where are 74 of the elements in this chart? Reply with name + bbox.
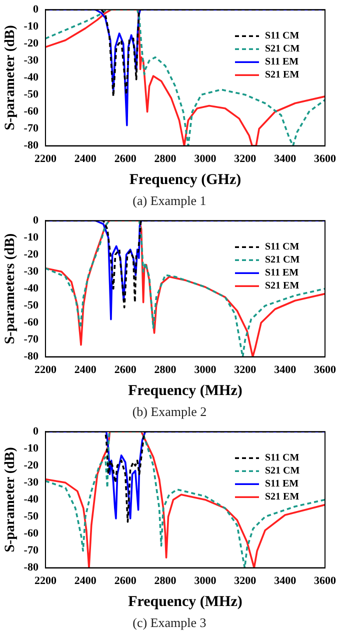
line-series: [45, 220, 325, 357]
y-tick-label: -40: [24, 72, 39, 84]
y-tick-label: -40: [24, 494, 39, 506]
x-tick-label: 3200: [234, 364, 257, 376]
x-tick-label: 3600: [314, 153, 336, 166]
legend-label: S21 CM: [265, 254, 300, 266]
y-tick-label: -70: [24, 334, 39, 346]
y-tick-label: -50: [24, 510, 39, 523]
y-tick-label: -60: [24, 528, 39, 540]
y-tick-label: 0: [32, 3, 39, 16]
y-tick-label: -60: [24, 316, 39, 329]
x-tick-label: 2600: [114, 575, 137, 588]
y-tick-label: -80: [24, 562, 39, 574]
x-tick-label: 2400: [74, 153, 97, 166]
legend-label: S21 EM: [265, 492, 300, 503]
text: (a) Example 1: [132, 192, 208, 210]
x-tick-label: 2800: [154, 575, 177, 588]
line-series: [45, 432, 325, 568]
legend-label: S11 EM: [265, 56, 300, 68]
x-tick-label: 3600: [314, 364, 336, 376]
x-tick-label: 2200: [34, 364, 57, 376]
x-axis-title: Frequency (GHz): [129, 172, 242, 188]
x-tick-label: 2800: [154, 153, 177, 166]
y-axis-title: S-parameter (dB): [3, 446, 18, 552]
y-axis-title: S-parameter (dB): [3, 24, 18, 130]
x-tick-label: 2200: [34, 575, 57, 588]
x-tick-label: 2400: [74, 364, 97, 376]
text: (b) Example 2: [131, 403, 208, 421]
y-tick-label: -20: [24, 459, 39, 472]
y-tick-label: -30: [24, 266, 39, 278]
x-axis-title: Frequency (MHz): [128, 382, 242, 399]
x-tick-label: 2600: [114, 153, 137, 166]
legend-label: S11 CM: [265, 452, 300, 464]
y-tick-label: -50: [24, 88, 39, 101]
legend-label: S21 EM: [265, 280, 300, 292]
x-tick-label: 3000: [194, 575, 217, 588]
x-tick-label: 2400: [74, 575, 97, 588]
y-tick-label: -70: [24, 122, 39, 135]
y-tick-label: -10: [24, 20, 39, 32]
y-tick-label: -30: [24, 54, 39, 67]
y-tick-label: 0: [32, 214, 39, 226]
y-tick-label: -10: [24, 231, 39, 244]
x-tick-label: 3600: [314, 575, 336, 588]
y-tick-label: -80: [24, 350, 39, 363]
y-tick-label: -20: [24, 248, 39, 260]
y-tick-label: -20: [24, 37, 39, 50]
x-axis-title: Frequency (MHz): [128, 594, 242, 610]
x-tick-label: 3000: [194, 364, 217, 376]
x-tick-label: 3400: [274, 575, 297, 588]
legend-label: S21 EM: [265, 70, 300, 81]
text: (c) Example 3: [132, 614, 208, 632]
x-tick-label: 3400: [274, 153, 297, 166]
legend-label: S21 CM: [265, 466, 300, 477]
legend-label: S11 EM: [265, 268, 300, 279]
x-tick-label: 3400: [274, 364, 297, 376]
legend-label: S21 CM: [265, 44, 300, 55]
y-tick-label: -70: [24, 544, 39, 557]
x-tick-label: 3200: [234, 575, 257, 588]
y-tick-label: -50: [24, 300, 39, 312]
legend-label: S11 EM: [265, 478, 300, 490]
x-tick-label: 3200: [234, 153, 257, 166]
y-axis-title: S-parameters (dB): [3, 232, 18, 344]
x-tick-label: 2200: [34, 153, 57, 166]
y-tick-label: 0: [32, 425, 39, 438]
x-tick-label: 2600: [114, 364, 137, 376]
y-tick-label: -30: [24, 476, 39, 489]
y-tick-label: -40: [24, 282, 39, 295]
y-tick-label: -60: [24, 106, 39, 118]
legend-label: S11 CM: [265, 30, 300, 42]
legend-label: S11 CM: [265, 242, 300, 253]
x-tick-label: 3000: [194, 153, 217, 166]
y-tick-label: -80: [24, 140, 39, 152]
x-tick-label: 2800: [154, 364, 177, 376]
y-tick-label: -10: [24, 442, 39, 454]
